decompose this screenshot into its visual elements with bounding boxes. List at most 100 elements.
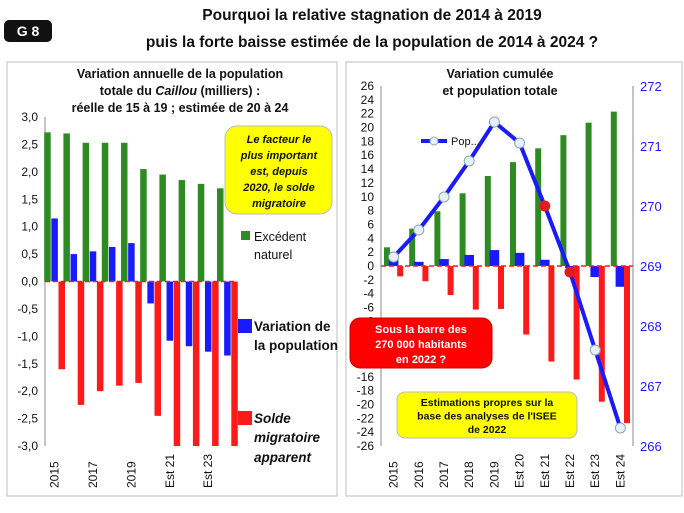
right-y-right-tick-label: 269: [640, 259, 662, 274]
left-x-tick-label: 2019: [124, 461, 138, 488]
right-y-right-tick-label: 270: [640, 199, 662, 214]
right-y-left-tick-label: 6: [367, 217, 374, 231]
left-legend-label-migration: apparent: [254, 450, 312, 465]
right-x-tick-label: 2016: [412, 461, 426, 488]
left-y-tick-label: -1,5: [17, 357, 38, 371]
right-y-left-tick-label: -18: [357, 384, 375, 398]
left-legend-label-migration: migratoire: [254, 430, 321, 445]
right-y-right-tick-label: 268: [640, 319, 662, 334]
right-y-left-tick-label: -6: [363, 301, 374, 315]
right-bar-variation: [540, 259, 550, 266]
left-chart-title-line-3: réelle de 15 à 19 ; estimée de 20 à 24: [72, 101, 289, 115]
left-x-tick-label: 2015: [48, 461, 62, 488]
right-bar-variation: [439, 259, 449, 266]
right-y-left-tick-label: 4: [367, 231, 374, 245]
right-bar-migration: [624, 266, 630, 424]
left-y-tick-label: 1,0: [21, 220, 38, 234]
left-x-tick-label: Est 23: [201, 454, 215, 488]
left-bar-variation: [128, 243, 135, 282]
right-bar-natural: [560, 135, 567, 266]
left-annotation-text: migratoire: [252, 198, 306, 210]
right-bar-variation: [489, 250, 500, 266]
right-y-left-tick-label: -2: [363, 273, 374, 287]
left-bar-migration: [192, 281, 200, 446]
left-bar-natural: [217, 188, 224, 282]
left-annotation-box: [224, 125, 333, 215]
left-legend-label-natural: naturel: [254, 248, 292, 262]
right-bar-migration: [472, 266, 479, 310]
right-bar-migration: [447, 266, 454, 296]
right-bar-migration: [573, 266, 580, 380]
right-population-marker: [388, 251, 400, 263]
left-bar-variation: [108, 246, 116, 282]
right-legend-label: Pop...: [451, 136, 480, 148]
right-y-left-tick-label: -26: [357, 439, 375, 453]
left-bar-natural: [44, 132, 51, 282]
right-x-tick-label: 2018: [462, 461, 476, 488]
right-bar-variation: [590, 266, 600, 278]
right-bar-migration: [498, 266, 504, 309]
left-bar-variation: [166, 281, 174, 341]
right-bar-migration: [598, 266, 605, 402]
right-population-marker: [463, 155, 475, 167]
left-bar-natural: [63, 133, 70, 282]
right-population-marker: [539, 200, 551, 212]
right-y-left-tick-label: -20: [357, 397, 375, 411]
right-population-marker: [514, 137, 526, 149]
left-annotation-text: 2020, le solde: [242, 182, 315, 194]
right-x-tick-label: Est 22: [563, 454, 577, 488]
right-y-left-tick-label: 12: [361, 176, 375, 190]
left-y-tick-label: 2,5: [21, 137, 38, 151]
figure-title-line-1: Pourquoi la relative stagnation de 2014 …: [202, 7, 542, 24]
left-y-tick-label: 0,5: [21, 247, 38, 261]
right-population-marker: [488, 116, 500, 128]
left-x-tick-label: 2017: [86, 461, 100, 488]
left-bar-migration: [77, 281, 85, 405]
left-bar-migration: [96, 281, 104, 392]
left-chart-title-line-2: totale du Caillou (milliers) :: [100, 84, 260, 98]
left-bar-migration: [58, 281, 65, 370]
right-annotation-red-text: 270 000 habitants: [375, 339, 467, 351]
left-legend-swatch-natural: [241, 231, 250, 240]
right-bar-natural: [459, 193, 466, 266]
left-bar-migration: [135, 281, 142, 383]
right-bar-migration: [548, 266, 555, 362]
right-population-marker: [413, 224, 425, 236]
right-x-tick-label: Est 20: [513, 454, 527, 488]
right-y-right-tick-label: 272: [640, 79, 662, 94]
right-y-left-tick-label: 24: [361, 93, 375, 107]
right-y-right-tick-label: 266: [640, 439, 662, 454]
right-bar-variation: [514, 252, 525, 266]
left-y-tick-label: -3,0: [17, 439, 38, 453]
right-x-tick-label: 2017: [437, 461, 451, 488]
left-chart-title-line-1: Variation annuelle de la population: [77, 67, 283, 81]
left-y-tick-label: -0,5: [17, 302, 38, 316]
left-bar-migration: [231, 281, 238, 446]
left-bar-variation: [185, 281, 193, 347]
left-bar-variation: [51, 218, 58, 282]
right-annotation-yellow-box: [396, 391, 578, 439]
right-bar-natural: [484, 176, 491, 266]
right-y-left-tick-label: 8: [367, 204, 374, 218]
left-annotation-text: est, depuis: [250, 166, 307, 178]
left-y-tick-label: -2,5: [17, 412, 38, 426]
right-y-left-tick-label: 14: [361, 162, 375, 176]
right-bar-migration: [523, 266, 530, 335]
right-bar-migration: [422, 266, 429, 282]
left-bar-migration: [116, 281, 123, 386]
left-bar-natural: [101, 142, 109, 282]
left-bar-natural: [121, 142, 128, 282]
left-bar-variation: [89, 251, 97, 282]
left-bar-variation: [224, 281, 231, 356]
right-bar-natural: [585, 122, 592, 266]
left-bar-migration: [212, 281, 219, 446]
left-bar-natural: [140, 169, 147, 282]
figure-title-line-2: puis la forte baisse estimée de la popul…: [145, 34, 599, 51]
left-bar-natural: [197, 183, 205, 282]
right-y-right-tick-label: 267: [640, 379, 662, 394]
right-population-marker: [438, 191, 450, 203]
right-bar-natural: [384, 247, 390, 266]
left-y-tick-label: 0,0: [21, 275, 38, 289]
left-bar-migration: [154, 281, 161, 416]
